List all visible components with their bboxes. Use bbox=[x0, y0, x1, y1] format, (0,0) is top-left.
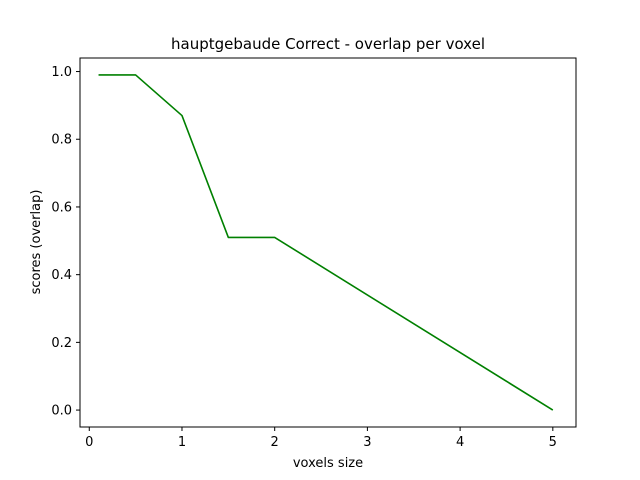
y-tick-label: 0.6 bbox=[51, 200, 72, 215]
series-layer bbox=[98, 74, 554, 411]
y-tick-label: 1.0 bbox=[51, 65, 72, 80]
x-tick-label: 2 bbox=[271, 435, 279, 450]
x-tick-label: 4 bbox=[456, 435, 464, 450]
x-tick-label: 0 bbox=[85, 435, 93, 450]
chart-title: hauptgebaude Correct - overlap per voxel bbox=[171, 35, 485, 53]
y-tick-label: 0.4 bbox=[51, 268, 72, 283]
plot-frame bbox=[79, 57, 577, 428]
x-axis-label: voxels size bbox=[293, 456, 363, 471]
x-tick-label: 1 bbox=[178, 435, 186, 450]
y-tick-label: 0.8 bbox=[51, 133, 72, 148]
y-axis-ticks: 0.0 0.2 0.4 0.6 0.8 1.0 bbox=[51, 65, 80, 419]
plot-area bbox=[79, 57, 577, 428]
y-tick-label: 0.0 bbox=[51, 404, 72, 419]
series-line-0 bbox=[98, 74, 554, 411]
x-axis-ticks: 0 1 2 3 4 5 bbox=[85, 427, 557, 450]
y-tick-label: 0.2 bbox=[51, 336, 72, 351]
x-tick-label: 3 bbox=[363, 435, 371, 450]
y-axis-label: scores (overlap) bbox=[29, 190, 44, 295]
x-tick-label: 5 bbox=[549, 435, 557, 450]
